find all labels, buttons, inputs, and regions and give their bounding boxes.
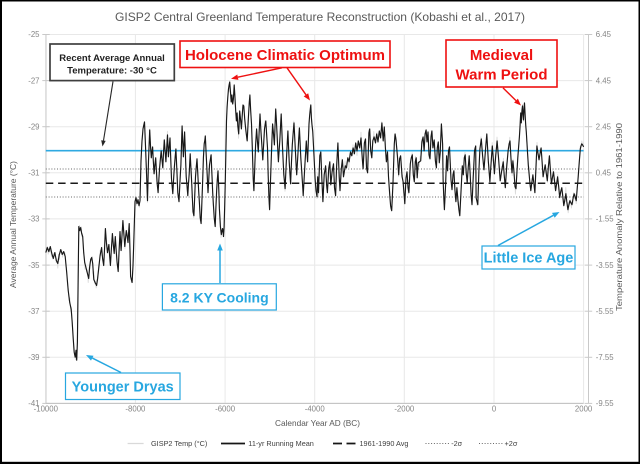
svg-text:Warm Period: Warm Period (456, 67, 548, 84)
svg-text:6.45: 6.45 (596, 30, 612, 39)
svg-text:Calendar Year AD (BC): Calendar Year AD (BC) (275, 418, 360, 428)
svg-text:-35: -35 (28, 261, 40, 270)
svg-text:Temperature Anomaly Relative t: Temperature Anomaly Relative to 1961-199… (614, 123, 624, 311)
svg-text:1961-1990 Avg: 1961-1990 Avg (360, 439, 409, 448)
svg-text:-31: -31 (28, 169, 39, 178)
svg-text:2000: 2000 (575, 405, 593, 414)
svg-text:-1.55: -1.55 (596, 215, 614, 224)
svg-text:-4000: -4000 (305, 405, 326, 414)
svg-text:-41: -41 (28, 399, 39, 408)
svg-text:GISP2 Temp (°C): GISP2 Temp (°C) (151, 439, 207, 448)
svg-text:Younger Dryas: Younger Dryas (72, 379, 174, 395)
svg-text:2.45: 2.45 (596, 122, 612, 131)
svg-text:-2σ: -2σ (451, 439, 462, 448)
svg-text:-25: -25 (28, 30, 40, 39)
svg-text:-7.55: -7.55 (596, 353, 614, 362)
svg-text:-8000: -8000 (125, 405, 146, 414)
svg-text:-9.55: -9.55 (596, 399, 614, 408)
svg-text:0.45: 0.45 (596, 169, 612, 178)
svg-text:Recent Average Annual: Recent Average Annual (59, 53, 165, 64)
svg-text:4.45: 4.45 (596, 76, 612, 85)
svg-text:-6000: -6000 (215, 405, 236, 414)
svg-text:-37: -37 (28, 307, 39, 316)
svg-text:-3.55: -3.55 (596, 261, 614, 270)
svg-text:8.2 KY Cooling: 8.2 KY Cooling (170, 289, 269, 305)
svg-text:Little Ice Age: Little Ice Age (484, 251, 574, 267)
svg-text:-2000: -2000 (394, 405, 415, 414)
svg-text:Average Annual Temperature (°C: Average Annual Temperature (°C) (8, 161, 18, 288)
svg-text:-29: -29 (28, 122, 39, 131)
svg-text:Temperature: -30 °C: Temperature: -30 °C (67, 66, 157, 77)
svg-text:-27: -27 (28, 76, 39, 85)
svg-text:-39: -39 (28, 353, 39, 362)
svg-text:-5.55: -5.55 (596, 307, 614, 316)
svg-text:0: 0 (492, 405, 497, 414)
svg-text:GISP2 Central Greenland Temper: GISP2 Central Greenland Temperature Reco… (115, 10, 525, 24)
svg-text:Medieval: Medieval (470, 47, 533, 64)
svg-text:11-yr Running Mean: 11-yr Running Mean (248, 439, 314, 448)
svg-text:+2σ: +2σ (505, 439, 518, 448)
svg-text:-10000: -10000 (34, 405, 59, 414)
svg-text:-33: -33 (28, 215, 39, 224)
svg-text:Holocene Climatic Optimum: Holocene Climatic Optimum (185, 47, 385, 64)
